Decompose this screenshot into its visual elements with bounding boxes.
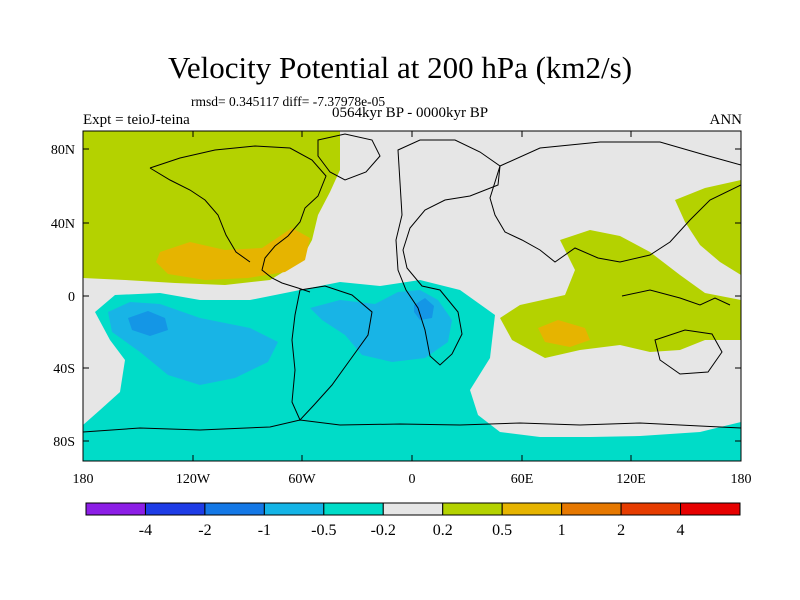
colorbar-label: -1: [258, 522, 271, 539]
colorbar-label: -0.5: [311, 522, 336, 539]
experiment-label: Expt = teioJ-teina: [83, 112, 190, 128]
colorbar-swatch: [144, 502, 206, 516]
lon-label: 60W: [288, 472, 316, 487]
period-label: 0564kyr BP - 0000kyr BP: [331, 105, 489, 121]
colorbar-label: -0.2: [371, 522, 396, 539]
longitude-labels: 180 120W 60W 0 60E 120E 180: [73, 472, 752, 487]
lon-label: 120E: [616, 472, 646, 487]
lon-label: 180: [73, 472, 94, 487]
season-label: ANN: [709, 112, 743, 128]
colorbar-label: 0.5: [492, 522, 512, 539]
contour-region-blue-pacific-core: [128, 311, 168, 336]
contour-region-orange-indian-ocean: [538, 320, 590, 347]
colorbar-swatch: [442, 502, 503, 516]
lat-label: 0: [68, 290, 75, 305]
map-panel: [83, 131, 741, 461]
contour-region-blue-atlantic-core: [414, 298, 434, 320]
colorbar-label: 4: [677, 522, 685, 539]
colorbar-label: 1: [558, 522, 566, 539]
colorbar-label: 0.2: [433, 522, 453, 539]
lon-label: 120W: [176, 472, 211, 487]
lon-label: 180: [731, 472, 752, 487]
coastlines: [83, 133, 741, 433]
colorbar-swatch: [323, 502, 384, 516]
lat-label: 80S: [53, 435, 75, 450]
colorbar-labels: -4 -2 -1 -0.5 -0.2 0.2 0.5 1 2 4: [139, 522, 685, 539]
colorbar-swatch: [263, 502, 325, 516]
lon-label: 0: [409, 472, 416, 487]
colorbar-swatch: [501, 502, 563, 516]
colorbar-swatch: [620, 502, 682, 516]
colorbar-label: -2: [198, 522, 211, 539]
stats-line: rmsd= 0.345117 diff= -7.37978e-05: [191, 94, 386, 109]
lat-label: 40N: [51, 217, 75, 232]
lon-label: 60E: [511, 472, 534, 487]
colorbar-label: 2: [617, 522, 625, 539]
colorbar-swatch: [382, 502, 444, 516]
axis-ticks: [82, 131, 742, 461]
map-title: Velocity Potential at 200 hPa (km2/s): [167, 50, 633, 85]
colorbar: [85, 502, 741, 516]
colorbar-swatch: [204, 502, 265, 516]
lat-label: 80N: [51, 143, 75, 158]
colorbar-swatch: [561, 502, 622, 516]
latitude-labels: 80N 40N 0 40S 80S: [51, 143, 75, 450]
colorbar-label: -4: [139, 522, 152, 539]
contour-region-yellowgreen-east-asia: [675, 180, 741, 275]
colorbar-swatch: [680, 502, 741, 516]
colorbar-swatch: [85, 502, 146, 516]
contour-region-teal-southern: [83, 280, 741, 461]
lat-label: 40S: [53, 362, 75, 377]
contour-region-orange-caribbean: [156, 228, 310, 280]
